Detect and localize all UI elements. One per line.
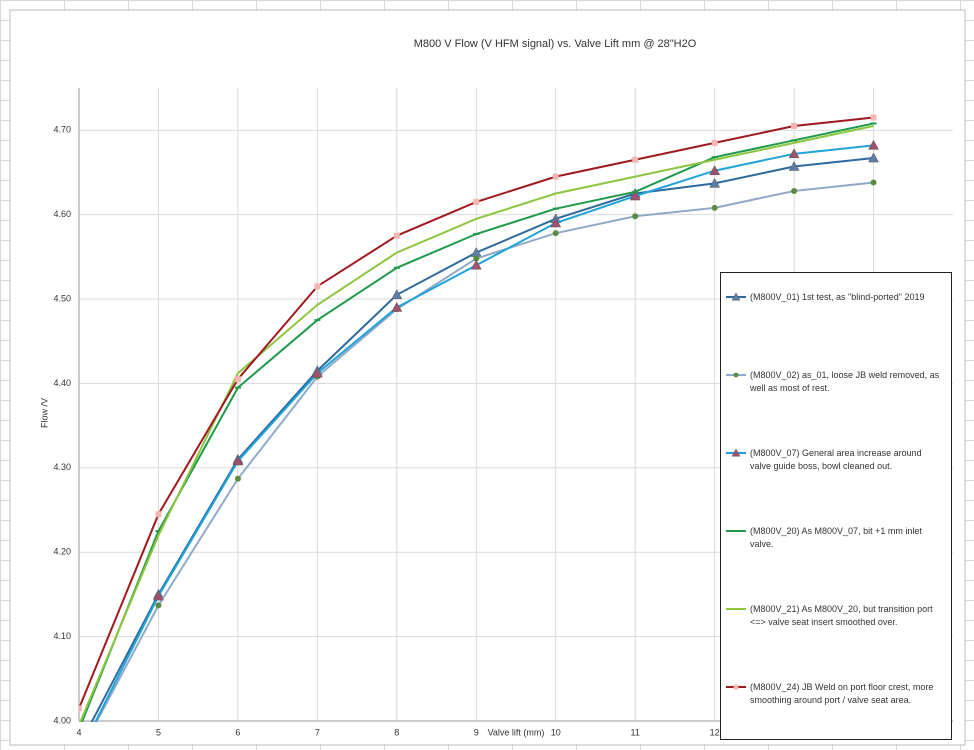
- marker: [709, 177, 721, 188]
- marker: [552, 230, 559, 237]
- x-tick-label: 11: [631, 727, 640, 737]
- marker: [155, 602, 162, 609]
- legend-label: (M800V_01) 1st test, as "blind-ported" 2…: [750, 292, 925, 302]
- marker: [391, 289, 403, 300]
- legend-entry: (M800V_24) JB Weld on port floor crest, …: [725, 681, 945, 707]
- y-tick-label: 4.50: [53, 293, 71, 303]
- y-tick-label: 4.00: [53, 715, 71, 725]
- y-tick-label: 4.10: [53, 631, 71, 641]
- marker: [234, 475, 241, 482]
- x-tick-label: 5: [156, 727, 161, 737]
- y-tick-label: 4.40: [53, 378, 71, 388]
- x-tick-label: 8: [394, 727, 399, 737]
- marker: [733, 372, 739, 378]
- marker: [473, 255, 480, 262]
- marker: [711, 139, 718, 146]
- legend-swatch: [726, 684, 746, 690]
- legend-label: (M800V_24) JB Weld on port floor crest, …: [750, 682, 934, 705]
- legend-swatch: [726, 292, 746, 301]
- series-line: [79, 125, 874, 722]
- marker: [470, 259, 482, 270]
- legend: (M800V_01) 1st test, as "blind-ported" 2…: [720, 272, 952, 740]
- x-tick-label: 9: [474, 727, 479, 737]
- marker: [391, 301, 403, 312]
- marker: [870, 114, 877, 121]
- marker: [550, 217, 562, 228]
- legend-label: (M800V_02) as_01, loose JB weld removed,…: [750, 370, 940, 393]
- marker: [473, 198, 480, 205]
- marker: [393, 232, 400, 239]
- x-tick-label: 10: [551, 727, 561, 737]
- marker: [868, 139, 879, 150]
- legend-swatch: [726, 608, 746, 610]
- marker: [552, 173, 559, 180]
- marker: [79, 705, 82, 712]
- marker: [314, 283, 321, 290]
- x-tick-label: 12: [710, 727, 720, 737]
- legend-swatch: [726, 448, 746, 457]
- marker: [788, 160, 800, 171]
- marker: [788, 148, 800, 159]
- y-axis-label: Flow /V: [39, 398, 49, 428]
- marker: [711, 204, 718, 211]
- marker: [232, 455, 244, 466]
- marker: [731, 292, 741, 301]
- marker: [632, 156, 639, 163]
- y-tick-label: 4.60: [53, 209, 71, 219]
- legend-entry: (M800V_07) General area increase around …: [725, 447, 945, 473]
- marker: [709, 165, 721, 175]
- marker: [311, 367, 323, 378]
- legend-label: (M800V_07) General area increase around …: [750, 448, 922, 471]
- legend-entry: (M800V_21) As M800V_20, but transition p…: [725, 603, 945, 629]
- marker: [733, 684, 739, 690]
- legend-entry: (M800V_01) 1st test, as "blind-ported" 2…: [725, 291, 945, 304]
- marker: [791, 122, 798, 129]
- y-tick-label: 4.70: [53, 125, 71, 135]
- x-tick-label: 4: [76, 727, 81, 737]
- x-axis-label: Valve lift (mm): [488, 727, 545, 737]
- legend-swatch: [726, 372, 746, 378]
- marker: [234, 376, 241, 383]
- legend-label: (M800V_21) As M800V_20, but transition p…: [750, 604, 933, 627]
- legend-label: (M800V_20) As M800V_07, bit +1 mm inlet …: [750, 526, 922, 549]
- marker: [153, 590, 164, 601]
- x-tick-label: 7: [315, 727, 320, 737]
- marker: [632, 213, 639, 220]
- legend-entry: (M800V_02) as_01, loose JB weld removed,…: [725, 369, 945, 395]
- marker: [791, 187, 798, 194]
- x-tick-label: 6: [235, 727, 240, 737]
- y-tick-label: 4.30: [53, 462, 71, 472]
- marker: [870, 179, 877, 186]
- legend-swatch: [726, 530, 746, 532]
- chart-title: M800 V Flow (V HFM signal) vs. Valve Lif…: [414, 38, 697, 50]
- marker: [868, 152, 879, 163]
- marker: [155, 511, 162, 518]
- marker: [731, 448, 741, 457]
- legend-entry: (M800V_20) As M800V_07, bit +1 mm inlet …: [725, 525, 945, 551]
- marker: [629, 190, 641, 201]
- y-tick-label: 4.20: [53, 547, 71, 557]
